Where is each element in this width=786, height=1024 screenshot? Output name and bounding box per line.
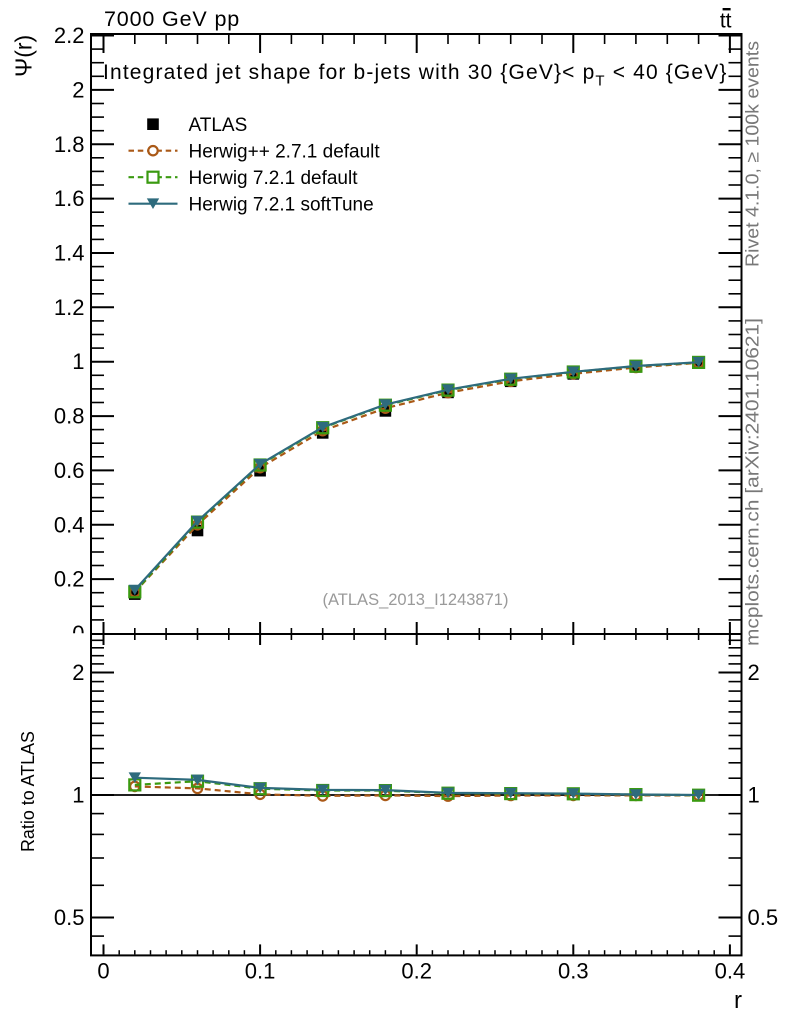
svg-text:Herwig 7.2.1 default: Herwig 7.2.1 default [189, 168, 359, 189]
svg-text:Ratio to ATLAS: Ratio to ATLAS [17, 731, 38, 852]
svg-text:0: 0 [97, 959, 109, 984]
svg-text:ATLAS: ATLAS [189, 115, 248, 136]
svg-text:1.8: 1.8 [54, 132, 85, 157]
svg-text:0.4: 0.4 [715, 959, 746, 984]
svg-text:0.1: 0.1 [245, 959, 276, 984]
svg-text:0.3: 0.3 [558, 959, 589, 984]
svg-text:1: 1 [72, 783, 84, 808]
svg-text:1.2: 1.2 [54, 295, 85, 320]
svg-text:2: 2 [72, 660, 84, 685]
svg-text:0.6: 0.6 [54, 458, 85, 483]
svg-text:0.2: 0.2 [401, 959, 432, 984]
svg-text:0.4: 0.4 [54, 512, 85, 537]
svg-text:0.5: 0.5 [748, 905, 779, 930]
svg-text:1.4: 1.4 [54, 241, 85, 266]
svg-text:Herwig 7.2.1 softTune: Herwig 7.2.1 softTune [189, 195, 374, 216]
svg-text:(ATLAS_2013_I1243871): (ATLAS_2013_I1243871) [323, 591, 509, 609]
svg-text:7000 GeV pp: 7000 GeV pp [104, 7, 240, 31]
svg-text:1: 1 [72, 349, 84, 374]
svg-text:Rivet 4.1.0, ≥ 100k events: Rivet 4.1.0, ≥ 100k events [743, 41, 763, 267]
svg-text:Herwig++ 2.7.1 default: Herwig++ 2.7.1 default [189, 142, 381, 163]
svg-text:tt: tt [720, 10, 732, 33]
svg-text:Ψ(r): Ψ(r) [11, 35, 37, 77]
svg-text:2: 2 [72, 77, 84, 102]
svg-text:1.6: 1.6 [54, 186, 85, 211]
svg-text:1: 1 [748, 783, 760, 808]
svg-text:0.5: 0.5 [54, 905, 85, 930]
svg-text:0: 0 [72, 621, 84, 646]
svg-text:2: 2 [748, 660, 760, 685]
svg-text:r: r [734, 987, 742, 1014]
svg-text:0.8: 0.8 [54, 404, 85, 429]
svg-text:mcplots.cern.ch [arXiv:2401.10: mcplots.cern.ch [arXiv:2401.10621] [743, 318, 763, 646]
svg-text:2.2: 2.2 [54, 23, 85, 48]
svg-text:0.2: 0.2 [54, 567, 85, 592]
